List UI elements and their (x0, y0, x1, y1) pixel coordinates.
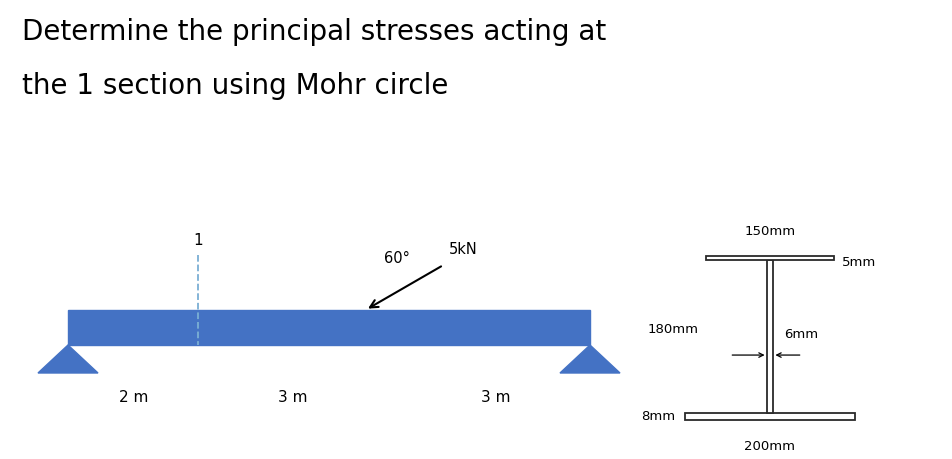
Polygon shape (38, 345, 98, 373)
Text: 180mm: 180mm (646, 323, 698, 336)
Text: 5kN: 5kN (448, 242, 477, 257)
Text: 1: 1 (193, 233, 203, 248)
Polygon shape (560, 345, 620, 373)
Bar (684, 413, 854, 420)
Bar (705, 256, 833, 260)
Text: 150mm: 150mm (744, 225, 795, 238)
Text: Determine the principal stresses acting at: Determine the principal stresses acting … (22, 18, 605, 46)
Text: the 1 section using Mohr circle: the 1 section using Mohr circle (22, 72, 447, 100)
Text: 6mm: 6mm (783, 328, 818, 341)
Text: 3 m: 3 m (277, 390, 307, 404)
Text: 5mm: 5mm (841, 256, 875, 269)
Text: 60°: 60° (383, 251, 409, 265)
Text: 8mm: 8mm (640, 410, 674, 423)
Bar (766, 260, 772, 413)
Text: 3 m: 3 m (481, 390, 510, 404)
Text: 200mm: 200mm (744, 440, 795, 453)
Bar (68, 310, 589, 345)
Text: 2 m: 2 m (118, 390, 148, 404)
